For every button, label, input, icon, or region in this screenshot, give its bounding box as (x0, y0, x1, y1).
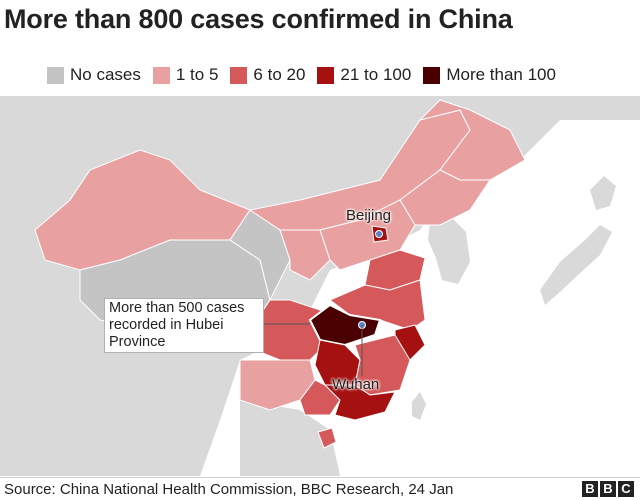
legend-item-1-to-5: 1 to 5 (152, 65, 219, 85)
land-taiwan (412, 392, 426, 420)
legend-swatch (152, 66, 170, 84)
bbc-logo-letter: C (618, 481, 634, 497)
legend-item-6-to-20: 6 to 20 (230, 65, 305, 85)
legend-label: 1 to 5 (175, 65, 219, 84)
legend-label: More than 100 (446, 65, 556, 84)
bbc-logo-letter: B (600, 481, 616, 497)
legend-label: No cases (70, 65, 141, 84)
legend-swatch (317, 66, 335, 84)
hubei-annotation: More than 500 cases recorded in Hubei Pr… (104, 298, 264, 353)
land-korea (428, 216, 470, 284)
bbc-logo-letter: B (582, 481, 598, 497)
bbc-logo: B B C (580, 481, 634, 497)
legend-swatch (230, 66, 248, 84)
legend-swatch (47, 66, 64, 84)
hubei-annotation-text: More than 500 cases recorded in Hubei Pr… (109, 300, 245, 350)
beijing-marker (375, 230, 383, 238)
footer-divider (0, 477, 640, 478)
province-hainan (317, 427, 337, 449)
beijing-label: Beijing (346, 207, 392, 224)
province-guangdong (323, 384, 396, 421)
land-japan-north (590, 176, 616, 210)
legend-label: 21 to 100 (340, 65, 412, 84)
wuhan-label: Wuhan (332, 376, 380, 393)
province-jiangxi-fujian (354, 334, 411, 396)
legend-swatch (423, 66, 441, 84)
page-title: More than 800 cases confirmed in China (4, 4, 513, 34)
land-japan (540, 225, 612, 305)
land-southeast-asia (240, 400, 340, 476)
map-legend: No cases 1 to 5 6 to 20 21 to 100 More t… (47, 64, 556, 86)
legend-item-more-than-100: More than 100 (423, 65, 556, 85)
legend-item-21-to-100: 21 to 100 (317, 65, 411, 85)
source-text: Source: China National Health Commission… (4, 481, 454, 498)
china-map (0, 96, 640, 476)
legend-label: 6 to 20 (253, 65, 306, 84)
legend-item-no-cases: No cases (47, 65, 141, 85)
